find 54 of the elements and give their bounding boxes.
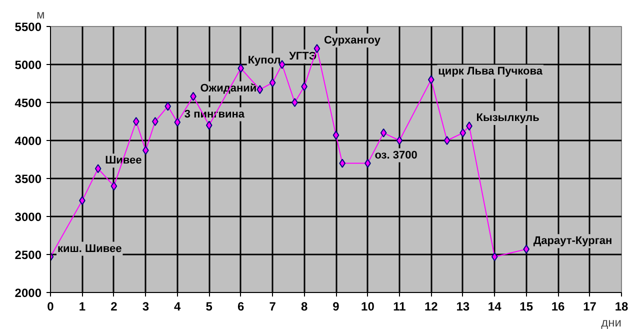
point	[152, 117, 158, 126]
annotation: Купол	[248, 54, 281, 66]
y-tick-label: 4500	[14, 96, 42, 110]
annotation: Кызылкуль	[476, 112, 540, 124]
point	[110, 182, 118, 191]
point	[332, 130, 340, 140]
x-tick-label: 9	[332, 300, 340, 314]
point	[164, 102, 172, 111]
x-tick-label: 1	[78, 300, 86, 314]
point	[339, 158, 346, 168]
x-tick-label: 18	[614, 300, 628, 314]
y-tick-label: 5000	[14, 58, 42, 72]
point	[314, 44, 320, 54]
point	[491, 252, 498, 262]
y-tick-label: 2500	[14, 248, 42, 262]
annotation: Дараут-Курган	[533, 235, 612, 248]
x-tick-label: 17	[583, 300, 597, 314]
annotation: цирк Льва Пучкова	[438, 66, 544, 78]
point	[269, 78, 276, 88]
x-tick-label: 4	[174, 300, 182, 314]
y-axis-title: м	[36, 8, 45, 22]
point	[206, 120, 212, 130]
y-tick-label: 4000	[14, 134, 42, 148]
x-axis-title: дни	[601, 316, 622, 329]
x-tick-label: 5	[206, 300, 213, 314]
x-tick-label: 13	[456, 300, 470, 314]
x-tick-label: 10	[361, 300, 375, 314]
annotation: киш. Шивее	[58, 242, 122, 255]
x-tick-label: 15	[520, 300, 534, 314]
x-tick-label: 16	[551, 300, 566, 314]
x-tick-label: 12	[424, 300, 438, 314]
annotation: оз. 3700	[374, 149, 418, 162]
point	[380, 128, 387, 138]
point	[94, 164, 102, 174]
x-tick-label: 8	[300, 300, 308, 314]
y-tick-label: 5500	[14, 20, 42, 34]
point	[460, 128, 466, 138]
y-tick-label: 3500	[14, 172, 42, 186]
annotation: Сурхангоу	[324, 34, 382, 47]
point	[132, 117, 140, 126]
x-tick-label: 0	[47, 300, 54, 314]
point	[174, 118, 181, 127]
point	[444, 136, 450, 145]
y-tick-label: 2000	[14, 286, 42, 300]
point	[292, 98, 298, 107]
x-tick-label: 6	[237, 300, 244, 314]
x-tick-label: 14	[488, 300, 502, 314]
point	[396, 136, 403, 145]
y-tick-label: 3000	[14, 210, 42, 224]
point	[256, 85, 264, 94]
x-tick-label: 2	[110, 300, 118, 314]
x-tick-label: 11	[393, 300, 406, 314]
x-tick-label: 3	[142, 300, 150, 314]
x-tick-label: 7	[269, 300, 276, 314]
